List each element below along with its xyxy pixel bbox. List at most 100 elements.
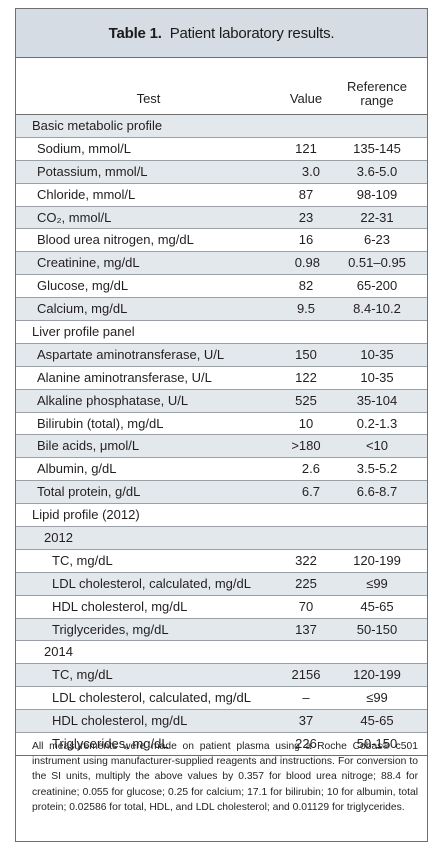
table-header: Test Value Reference range <box>16 58 427 115</box>
row-reference-range: 120-199 <box>353 667 401 683</box>
row-value: 9.5 <box>296 301 316 317</box>
row-reference-range: 135-145 <box>353 140 401 156</box>
row-label: Potassium, mmol/L <box>37 163 148 179</box>
row-label: Aspartate aminotransferase, U/L <box>37 346 225 362</box>
row-label: Albumin, g/dL <box>37 461 117 477</box>
row-reference-range: <10 <box>365 438 389 454</box>
row-label: Glucose, mg/dL <box>37 278 129 294</box>
row-value: 2156 <box>291 667 321 683</box>
section-row: Basic metabolic profile <box>16 115 427 138</box>
column-header-reference-line1: Reference <box>347 79 407 94</box>
row-reference-range: 0.2-1.3 <box>356 415 398 431</box>
row-value: 137 <box>295 621 317 637</box>
row-value: 37 <box>298 713 314 729</box>
row-value: 2.6 <box>301 461 320 477</box>
row-reference-range: 98-109 <box>356 186 398 202</box>
subsection-row: 2014 <box>16 641 427 665</box>
row-label: LDL cholesterol, calculated, mg/dL <box>52 690 251 706</box>
row-label: Lipid profile (2012) <box>32 507 140 523</box>
row-label: Chloride, mmol/L <box>37 186 136 202</box>
row-label: Total protein, g/dL <box>37 484 141 500</box>
table-row: TC, mg/dL 322 120-199 <box>16 550 427 573</box>
row-label: Calcium, mg/dL <box>37 301 128 317</box>
lab-results-table: Table 1. Patient laboratory results. Tes… <box>15 8 428 842</box>
table-title-label: Table 1. <box>108 24 162 42</box>
row-label: CO₂, mmol/L <box>37 209 112 225</box>
column-header-reference-line2: range <box>360 93 394 108</box>
row-value: 225 <box>295 575 317 591</box>
row-value: 3.0 <box>301 163 320 179</box>
subsection-row: 2012 <box>16 527 427 550</box>
row-value: 70 <box>298 598 314 614</box>
table-row: Bilirubin (total), mg/dL 10 0.2-1.3 <box>16 413 427 436</box>
row-label: Creatinine, mg/dL <box>37 255 140 271</box>
row-label: HDL cholesterol, mg/dL <box>52 713 188 729</box>
table-row: Chloride, mmol/L 87 98-109 <box>16 184 427 207</box>
row-label: HDL cholesterol, mg/dL <box>52 598 188 614</box>
row-label: TC, mg/dL <box>52 552 113 568</box>
row-label: Bilirubin (total), mg/dL <box>37 415 164 431</box>
row-reference-range: 120-199 <box>353 552 401 568</box>
row-label: Triglycerides, mg/dL <box>52 621 169 637</box>
table-title-bar: Table 1. Patient laboratory results. <box>16 9 427 58</box>
row-value: – <box>302 690 310 706</box>
column-header-reference-range: Reference range <box>334 80 420 108</box>
row-reference-range: 3.5-5.2 <box>356 461 398 477</box>
row-reference-range: ≤99 <box>366 575 388 591</box>
table-row: Total protein, g/dL 6.7 6.6-8.7 <box>16 481 427 505</box>
table-row: Alkaline phosphatase, U/L 525 35-104 <box>16 389 427 413</box>
row-value: 6.7 <box>301 484 320 500</box>
row-value: 82 <box>298 278 314 294</box>
row-label: 2012 <box>44 530 73 546</box>
row-value: 121 <box>295 140 317 156</box>
row-label: Triglycerides, mg/dL <box>52 736 169 752</box>
row-label: TC, mg/dL <box>52 667 113 683</box>
row-reference-range: 65-200 <box>356 278 398 294</box>
table-row: Albumin, g/dL 2.6 3.5-5.2 <box>16 458 427 482</box>
row-reference-range: 45-65 <box>360 598 394 614</box>
table-row: Blood urea nitrogen, mg/dL 16 6-23 <box>16 229 427 253</box>
table-row: Aspartate aminotransferase, U/L 150 10-35 <box>16 343 427 367</box>
row-label: Blood urea nitrogen, mg/dL <box>37 232 194 248</box>
row-label: Sodium, mmol/L <box>37 140 131 156</box>
column-header-test: Test <box>136 91 161 106</box>
row-value: 10 <box>298 415 314 431</box>
row-reference-range: 3.6-5.0 <box>356 163 398 179</box>
row-value: >180 <box>291 438 321 454</box>
table-row: TC, mg/dL 2156 120-199 <box>16 664 427 688</box>
table-row: LDL cholesterol, calculated, mg/dL 225 ≤99 <box>16 572 427 596</box>
table-title-text: Patient laboratory results. <box>169 24 335 42</box>
row-value: 226 <box>295 736 317 752</box>
column-header-value: Value <box>289 91 323 106</box>
row-value: 16 <box>298 232 314 248</box>
table-row: Triglycerides, mg/dL 137 50-150 <box>16 618 427 642</box>
table-row: Bile acids, μmol/L >180 <10 <box>16 435 427 459</box>
row-reference-range: 22-31 <box>360 209 394 225</box>
row-value: 0.98 <box>294 255 320 271</box>
row-reference-range: 8.4-10.2 <box>353 301 401 317</box>
row-label: Bile acids, μmol/L <box>37 438 140 454</box>
row-reference-range: 50-150 <box>356 621 398 637</box>
row-label: Alkaline phosphatase, U/L <box>37 392 189 408</box>
table-row: CO₂, mmol/L 23 22-31 <box>16 206 427 230</box>
table-body: Basic metabolic profile Sodium, mmol/L 121… <box>16 115 427 756</box>
row-value: 322 <box>295 552 317 568</box>
table-row: Calcium, mg/dL 9.5 8.4-10.2 <box>16 298 427 322</box>
table-row: Creatinine, mg/dL 0.98 0.51–0.95 <box>16 252 427 276</box>
table-row: HDL cholesterol, mg/dL 37 45-65 <box>16 710 427 734</box>
table-row: Glucose, mg/dL 82 65-200 <box>16 275 427 299</box>
row-label: Basic metabolic profile <box>32 118 163 133</box>
table-row: HDL cholesterol, mg/dL 70 45-65 <box>16 596 427 619</box>
row-reference-range: 6.6-8.7 <box>356 484 398 500</box>
row-label: 2014 <box>44 644 73 660</box>
row-value: 122 <box>295 369 317 385</box>
row-label: LDL cholesterol, calculated, mg/dL <box>52 575 251 591</box>
row-reference-range: 50-150 <box>356 736 398 752</box>
section-row: Lipid profile (2012) <box>16 504 427 528</box>
row-value: 23 <box>298 209 314 225</box>
table-row: Potassium, mmol/L 3.0 3.6-5.0 <box>16 160 427 184</box>
row-label: Liver profile panel <box>32 324 135 340</box>
row-reference-range: 35-104 <box>356 392 398 408</box>
table-row: Sodium, mmol/L 121 135-145 <box>16 138 427 161</box>
table-footnote: All measurements were made on patient pl… <box>32 741 418 813</box>
